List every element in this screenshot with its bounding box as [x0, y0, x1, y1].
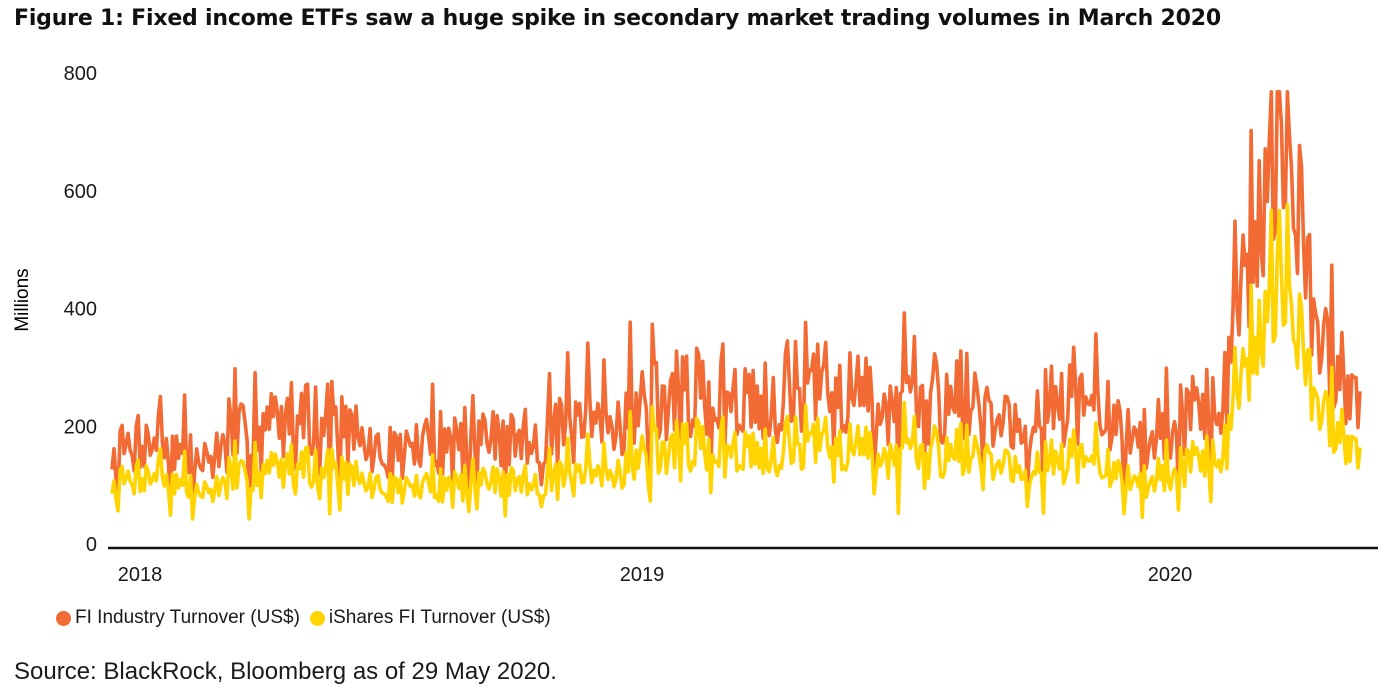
- legend: FI Industry Turnover (US$) iShares FI Tu…: [56, 607, 555, 629]
- x-tick-label: 2020: [1148, 564, 1193, 586]
- chart-title: Figure 1: Fixed income ETFs saw a huge s…: [14, 6, 1221, 31]
- y-tick-label: 800: [64, 63, 97, 85]
- legend-item-ishares: iShares FI Turnover (US$): [309, 607, 551, 629]
- legend-item-fi-industry: FI Industry Turnover (US$): [56, 607, 300, 629]
- legend-label-fi-industry: FI Industry Turnover (US$): [75, 607, 300, 628]
- y-axis-ticks: 0 200 400 600 800: [64, 63, 97, 556]
- legend-label-ishares: iShares FI Turnover (US$): [328, 607, 551, 628]
- x-axis-ticks: 2018 2019 2020: [118, 564, 1193, 586]
- series-line-ishares: [110, 202, 1362, 521]
- y-tick-label: 400: [64, 299, 97, 321]
- x-tick-label: 2019: [620, 564, 665, 586]
- source-note: Source: BlackRock, Bloomberg as of 29 Ma…: [14, 658, 557, 685]
- y-tick-label: 600: [64, 181, 97, 203]
- series-line-fi-industry: [110, 90, 1362, 512]
- x-tick-label: 2018: [118, 564, 163, 586]
- legend-marker-fi-industry: [56, 610, 71, 626]
- series-layer: [110, 90, 1362, 521]
- y-tick-label: 0: [86, 534, 97, 556]
- chart-plot: 0 200 400 600 800 Millions 2018 2019 2020: [12, 63, 1378, 586]
- y-axis-label: Millions: [12, 268, 33, 331]
- y-tick-label: 200: [64, 416, 97, 438]
- legend-marker-ishares: [309, 610, 325, 626]
